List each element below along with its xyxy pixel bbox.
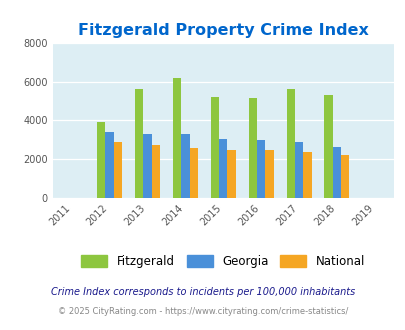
Bar <box>97 122 105 198</box>
Text: © 2025 CityRating.com - https://www.cityrating.com/crime-statistics/: © 2025 CityRating.com - https://www.city… <box>58 307 347 316</box>
Bar <box>181 134 189 198</box>
Bar <box>340 155 349 198</box>
Bar <box>219 139 227 198</box>
Bar <box>324 95 332 198</box>
Bar <box>332 147 340 198</box>
Bar <box>151 145 160 198</box>
Bar <box>256 140 265 198</box>
Bar <box>113 142 122 198</box>
Bar <box>105 132 113 198</box>
Bar <box>286 89 294 198</box>
Bar <box>265 150 273 198</box>
Bar <box>173 78 181 198</box>
Bar <box>294 142 303 198</box>
Bar <box>303 152 311 198</box>
Bar <box>210 97 219 198</box>
Bar <box>248 98 256 198</box>
Title: Fitzgerald Property Crime Index: Fitzgerald Property Crime Index <box>78 22 368 38</box>
Bar <box>143 134 151 198</box>
Legend: Fitzgerald, Georgia, National: Fitzgerald, Georgia, National <box>77 250 369 273</box>
Text: Crime Index corresponds to incidents per 100,000 inhabitants: Crime Index corresponds to incidents per… <box>51 287 354 297</box>
Bar <box>227 150 235 198</box>
Bar <box>135 89 143 198</box>
Bar <box>189 148 197 198</box>
